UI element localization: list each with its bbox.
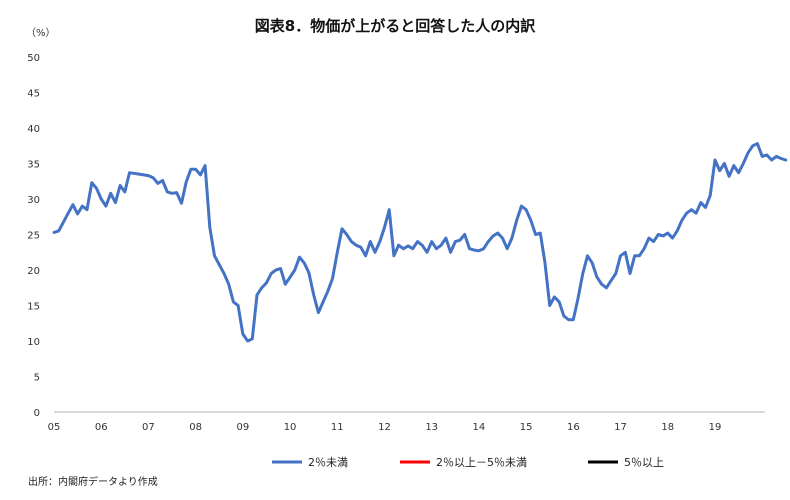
x-tick-label: 17 — [614, 422, 627, 433]
y-tick-label: 15 — [27, 302, 40, 313]
y-tick-label: 5 — [34, 373, 40, 384]
x-tick-label: 07 — [142, 422, 155, 433]
x-tick-label: 11 — [331, 422, 344, 433]
x-tick-label: 12 — [378, 422, 391, 433]
y-tick-label: 25 — [27, 231, 40, 242]
x-tick-label: 15 — [520, 422, 533, 433]
x-tick-label: 06 — [95, 422, 108, 433]
x-tick-label: 09 — [236, 422, 249, 433]
y-tick-label: 45 — [27, 89, 40, 100]
y-tick-label: 40 — [27, 124, 40, 135]
legend: 2％未満 2％以上－5％未満 5％以上 — [272, 456, 664, 469]
x-tick-label: 19 — [709, 422, 722, 433]
x-tick-label: 18 — [661, 422, 674, 433]
x-tick-label: 13 — [425, 422, 438, 433]
y-tick-label: 10 — [27, 337, 40, 348]
legend-label: 2％以上－5％未満 — [436, 456, 527, 469]
x-tick-label: 16 — [567, 422, 580, 433]
source-note: 出所：内閣府データより作成 — [28, 475, 158, 488]
y-axis-ticks: 0 5 10 15 20 25 30 35 40 45 50 — [27, 53, 40, 419]
y-tick-label: 30 — [27, 195, 40, 206]
y-tick-label: 20 — [27, 266, 40, 277]
legend-label: 5％以上 — [624, 456, 664, 469]
y-tick-label: 0 — [34, 408, 40, 419]
y-tick-label: 50 — [27, 53, 40, 64]
x-tick-label: 08 — [189, 422, 202, 433]
x-axis-ticks: 05 06 07 08 09 10 11 12 13 14 15 16 17 18 19 — [48, 422, 722, 433]
chart-title: 図表8．物価が上がると回答した人の内訳 — [255, 17, 536, 35]
x-tick-label: 10 — [284, 422, 297, 433]
x-tick-label: 05 — [48, 422, 61, 433]
y-tick-label: 35 — [27, 160, 40, 171]
series-line-2％未満 — [52, 142, 788, 343]
series-lines — [52, 142, 788, 343]
x-tick-label: 14 — [473, 422, 486, 433]
y-axis-unit: （%） — [26, 27, 56, 39]
legend-label: 2％未満 — [308, 456, 348, 469]
